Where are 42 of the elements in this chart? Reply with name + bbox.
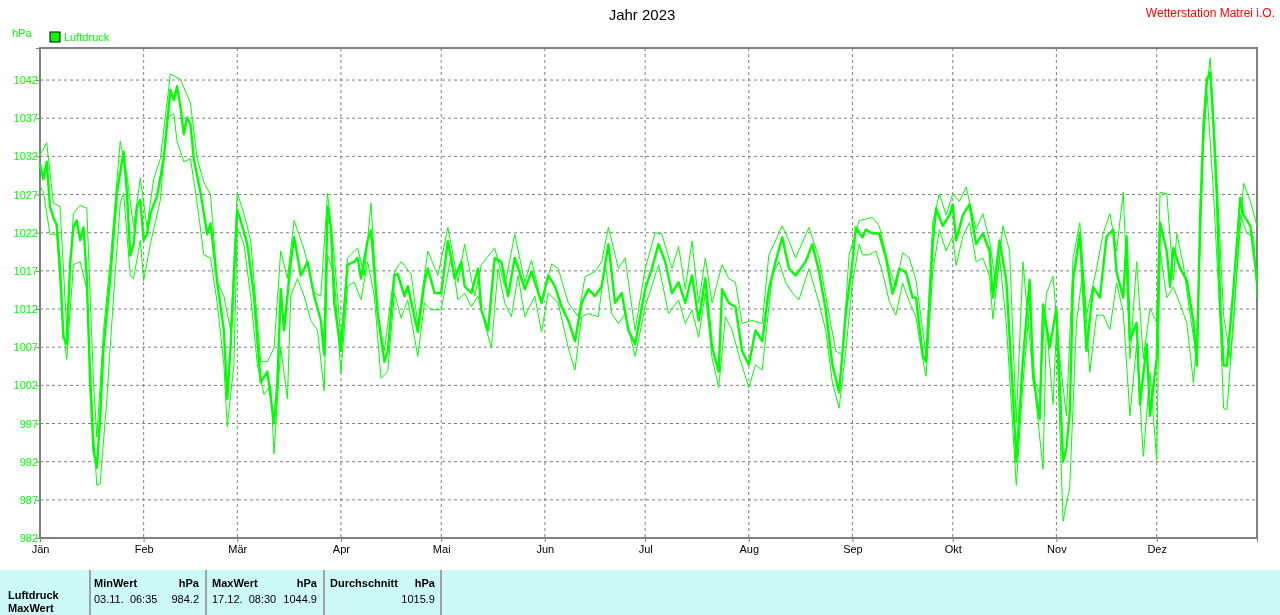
y-tick-label: 997 (19, 417, 38, 430)
x-tick-label: Aug (739, 542, 760, 555)
y-tick-label: 992 (19, 455, 38, 468)
text: hPa (296, 577, 318, 589)
text: hPa (414, 577, 436, 589)
text: 03.11. 06:35 (94, 593, 158, 605)
text: Wetterstation Matrei i.O. (1145, 6, 1275, 20)
y-tick-label: 982 (19, 532, 38, 545)
text: Luftdruck (8, 589, 60, 601)
text: MaxWert (8, 602, 54, 614)
x-tick-label: Dez (1147, 542, 1167, 555)
chart-title: Jahr 2023 (608, 6, 676, 23)
y-tick-label: 1032 (13, 150, 38, 163)
y-tick-label: 1042 (13, 74, 38, 87)
y-tick-label: 1017 (13, 264, 38, 277)
text: 1015.9 (401, 593, 435, 605)
x-tick-label: Sep (843, 542, 863, 555)
x-tick-label: Mär (228, 542, 248, 555)
legend-label: Luftdruck (64, 31, 110, 43)
text: Durchschnitt (330, 577, 399, 589)
text: MinWert (94, 577, 138, 589)
y-tick-label: 1007 (13, 341, 38, 354)
x-tick-label: Jun (536, 542, 555, 555)
x-tick-label: Jän (31, 542, 50, 555)
x-tick-label: Okt (944, 542, 962, 555)
x-tick-label: Mai (432, 542, 451, 555)
x-tick-label: Feb (134, 542, 154, 555)
y-tick-label: 1012 (13, 303, 38, 316)
y-tick-label: 1002 (13, 379, 38, 392)
x-tick-label: Apr (332, 542, 351, 555)
y-axis-title: hPa (12, 27, 33, 39)
y-tick-label: 1037 (13, 112, 38, 125)
text: hPa (178, 577, 200, 589)
y-tick-label: 1027 (13, 188, 38, 201)
text: 984.2 (171, 593, 199, 605)
text: MaxWert (212, 577, 258, 589)
x-tick-label: Jul (638, 542, 653, 555)
text: 17.12. 08:30 (212, 593, 277, 605)
y-tick-label: 1022 (13, 226, 38, 239)
y-tick-label: 987 (19, 493, 38, 506)
text: 1044.9 (283, 593, 317, 605)
x-tick-label: Nov (1047, 542, 1068, 555)
